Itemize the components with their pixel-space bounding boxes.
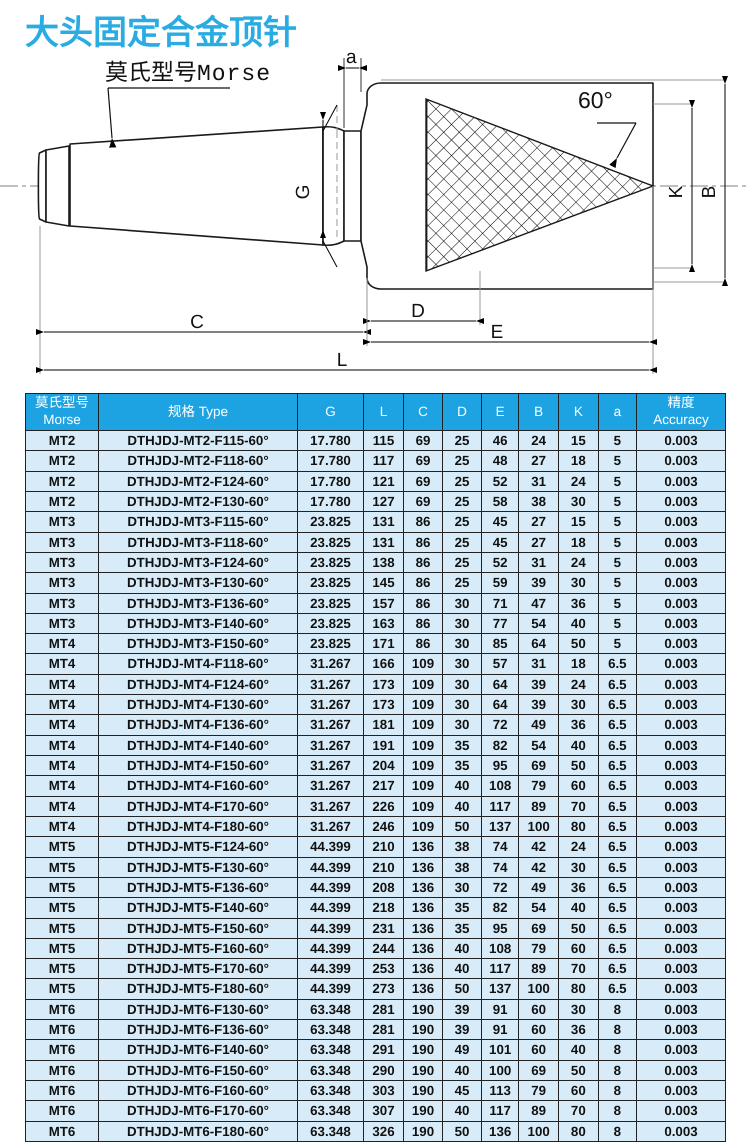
svg-text:L: L — [337, 350, 348, 371]
svg-text:a: a — [346, 47, 357, 68]
svg-text:莫氏型号Morse: 莫氏型号Morse — [105, 59, 271, 87]
svg-text:B: B — [699, 186, 720, 199]
svg-text:E: E — [491, 322, 504, 343]
svg-text:G: G — [293, 185, 314, 200]
svg-text:D: D — [411, 301, 425, 322]
svg-text:C: C — [190, 312, 204, 333]
svg-text:60°: 60° — [578, 87, 613, 113]
svg-text:K: K — [666, 185, 687, 198]
